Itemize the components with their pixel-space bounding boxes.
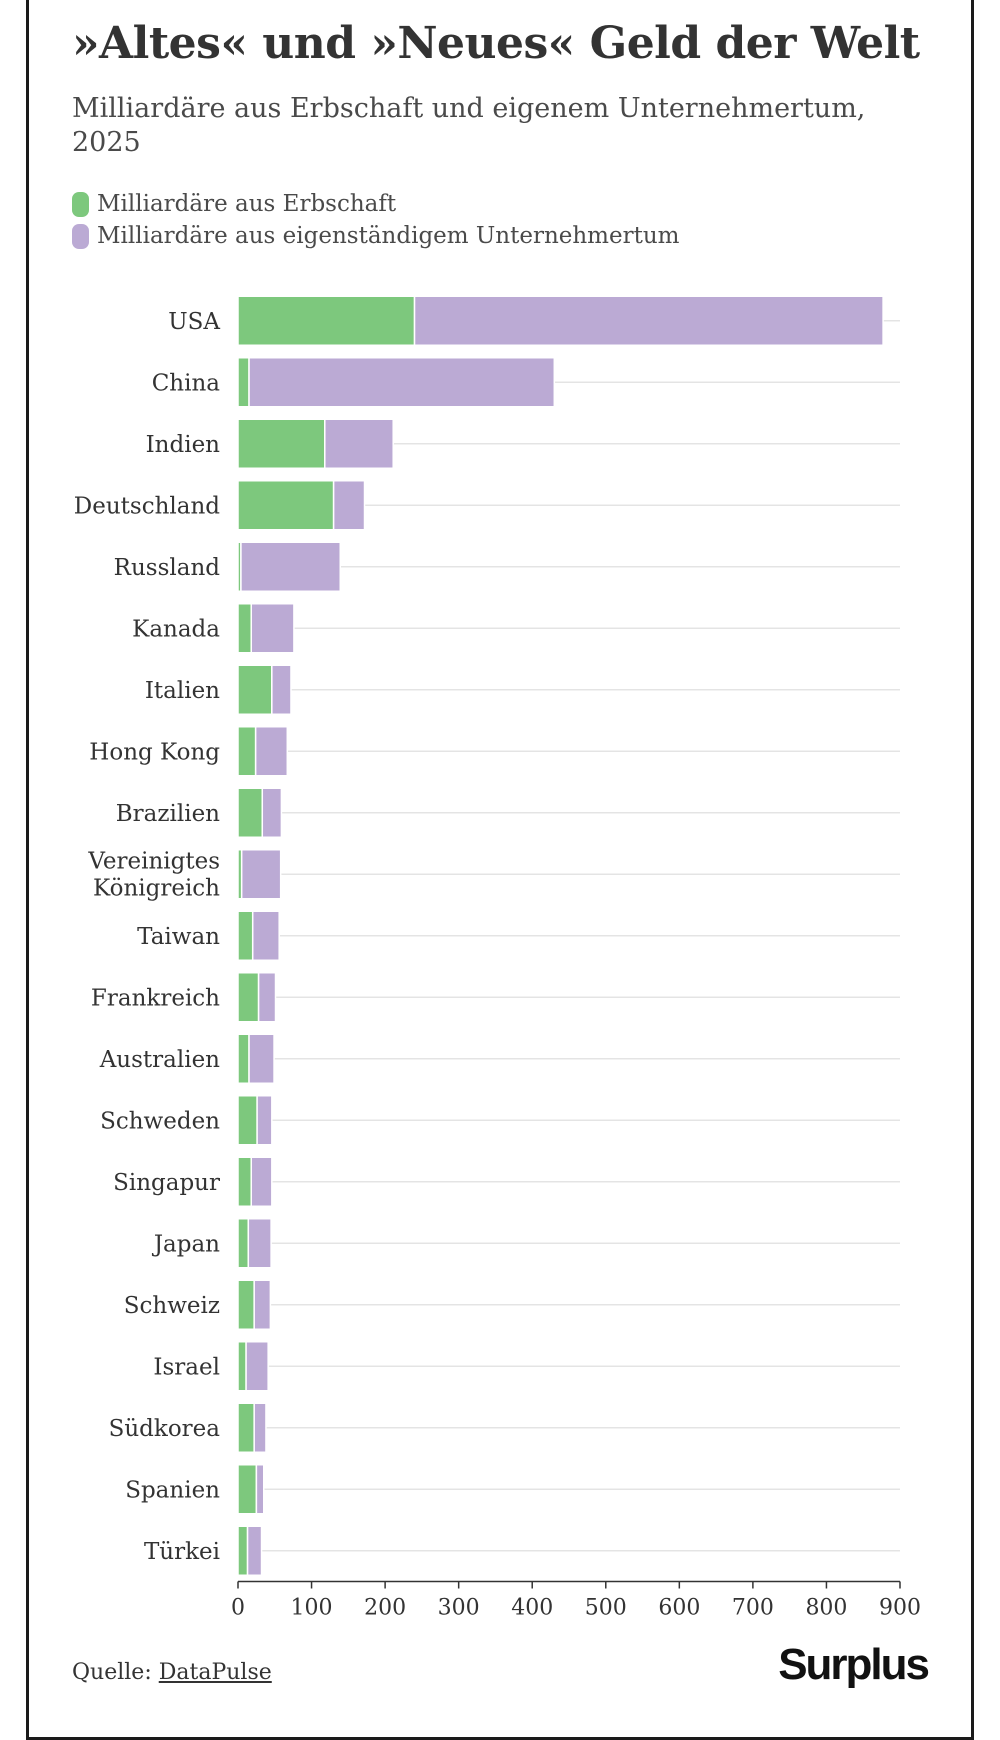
bar-selfmade [250,1156,273,1207]
category-label: China [152,370,221,396]
bar-inherited [237,1033,250,1084]
category-label: Schweden [100,1108,220,1134]
chart-title: »Altes« und »Neues« Geld der Welt [72,18,920,69]
brand-logo: Surplus [778,1640,930,1689]
bar-inherited [237,603,252,654]
bar-inherited [237,1341,247,1392]
category-label: Taiwan [137,924,220,950]
bar-selfmade [251,910,280,961]
x-tick-label: 200 [364,1596,406,1621]
bar-inherited [237,1525,249,1576]
bar-inherited [237,787,264,838]
x-tick-label: 0 [231,1596,245,1621]
bar-inherited [237,664,273,715]
bar-selfmade [248,357,556,408]
bar-selfmade [240,541,341,592]
category-label: Italien [145,678,220,704]
bar-inherited [237,1218,250,1269]
bar-selfmade [245,1341,269,1392]
legend-item-inherited: Milliardäre aus Erbschaft [72,188,679,220]
bar-selfmade [250,603,295,654]
x-tick-label: 400 [511,1596,553,1621]
chart-subtitle: Milliardäre aus Erbschaft und eigenem Un… [72,93,866,158]
legend-label-inherited: Milliardäre aus Erbschaft [97,191,397,217]
source-label: Quelle: [72,1660,152,1685]
x-tick-label: 600 [658,1596,700,1621]
legend: Milliardäre aus Erbschaft Milliardäre au… [72,188,679,252]
bar-selfmade [253,1279,272,1330]
category-label: Russland [114,555,221,581]
bar-selfmade [261,787,283,838]
bar-selfmade [324,418,394,469]
bar-selfmade [246,1525,263,1576]
legend-swatch-selfmade [72,223,89,249]
bar-inherited [237,1279,255,1330]
x-tick-label: 300 [438,1596,480,1621]
bar-inherited [237,1464,258,1515]
bar-inherited [237,972,260,1023]
bar-selfmade [255,1464,265,1515]
category-label: Japan [152,1231,220,1257]
bar-selfmade [254,726,289,777]
legend-label-selfmade: Milliardäre aus eigenständigem Unternehm… [97,223,680,249]
category-label: Vereinigtes Königreich [87,848,220,901]
bar-selfmade [332,480,366,531]
bar-inherited [237,295,416,346]
category-label: USA [168,309,220,335]
category-label: Südkorea [109,1416,221,1442]
x-tick-label: 700 [732,1596,774,1621]
bar-selfmade [240,849,282,900]
source-note: Quelle: DataPulse [72,1660,272,1685]
category-label: Türkei [144,1539,220,1565]
x-tick-label: 100 [291,1596,333,1621]
category-label: Deutschland [74,493,220,519]
bar-inherited [237,1095,258,1146]
category-label: Singapur [113,1170,220,1196]
bar-inherited [237,357,250,408]
x-tick-label: 900 [879,1596,921,1621]
bar-selfmade [271,664,292,715]
bar-inherited [237,418,326,469]
category-label: Hong Kong [89,739,220,765]
x-tick-label: 800 [805,1596,847,1621]
bar-selfmade [248,1033,275,1084]
category-label: Israel [153,1354,220,1380]
bar-inherited [237,1402,255,1453]
bar-inherited [237,480,335,531]
bar-selfmade [253,1402,267,1453]
bar-inherited [237,910,254,961]
category-label: Indien [146,432,221,458]
category-label: Spanien [125,1477,220,1503]
bar-chart: USA China Indien Deutschland Russland Kanada I… [74,295,921,1621]
category-label: Australien [99,1047,220,1073]
bar-inherited [237,1156,252,1207]
legend-item-selfmade: Milliardäre aus eigenständigem Unternehm… [72,220,679,252]
category-label: Brazilien [116,801,220,827]
source-link[interactable]: DataPulse [158,1660,272,1685]
category-label: Kanada [132,616,220,642]
bar-inherited [237,726,257,777]
category-label: Frankreich [91,985,220,1011]
bar-selfmade [257,972,277,1023]
chart-frame [26,0,974,1740]
bar-selfmade [247,1218,272,1269]
x-tick-label: 500 [585,1596,627,1621]
bar-selfmade [413,295,884,346]
bar-selfmade [256,1095,273,1146]
legend-swatch-inherited [72,191,89,217]
category-label: Schweiz [124,1293,220,1319]
